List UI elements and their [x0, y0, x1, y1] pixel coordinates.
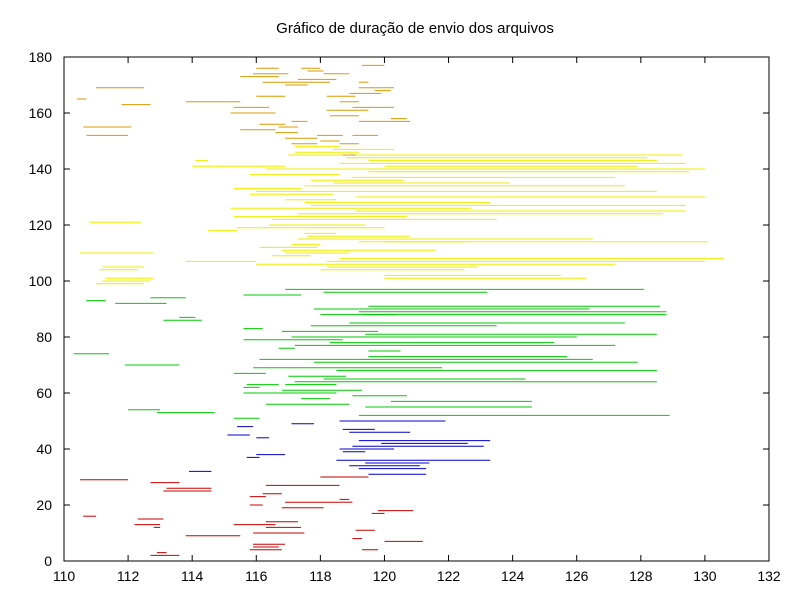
- x-tick-label: 110: [53, 568, 76, 584]
- y-tick-label: 60: [36, 385, 52, 401]
- chart-title: Gráfico de duração de envio dos arquivos: [276, 20, 554, 37]
- x-tick-label: 122: [437, 568, 461, 584]
- axes: 110 112 114 116 118 120 122 124 126 128 130 132 0 20 4…: [29, 49, 781, 584]
- series-3: [73, 288, 670, 419]
- x-tick-label: 128: [629, 568, 653, 584]
- y-tick-label: 40: [36, 441, 52, 457]
- y-tick-label: 180: [29, 49, 53, 65]
- y-tick-label: 80: [36, 329, 52, 345]
- y-tick-label: 160: [29, 105, 53, 121]
- x-tick-label: 114: [181, 568, 204, 584]
- x-tick-label: 126: [565, 568, 589, 584]
- plot-area: [73, 64, 725, 556]
- x-tick-label: 132: [757, 568, 781, 584]
- y-tick-label: 140: [29, 161, 53, 177]
- x-tick-label: 116: [245, 568, 268, 584]
- series-4: [80, 146, 725, 285]
- x-tick-label: 124: [501, 568, 525, 584]
- y-tick-label: 20: [36, 497, 52, 513]
- x-tick-label: 120: [373, 568, 397, 584]
- y-tick-label: 120: [29, 217, 53, 233]
- series-5: [76, 64, 411, 156]
- series-1: [80, 476, 423, 556]
- y-tick-label: 0: [44, 553, 52, 569]
- y-tick-label: 100: [29, 273, 53, 289]
- x-tick-label: 130: [693, 568, 717, 584]
- series-2: [188, 420, 491, 475]
- plot-frame: [63, 56, 770, 562]
- x-tick-label: 112: [117, 568, 140, 584]
- x-tick-label: 118: [309, 568, 332, 584]
